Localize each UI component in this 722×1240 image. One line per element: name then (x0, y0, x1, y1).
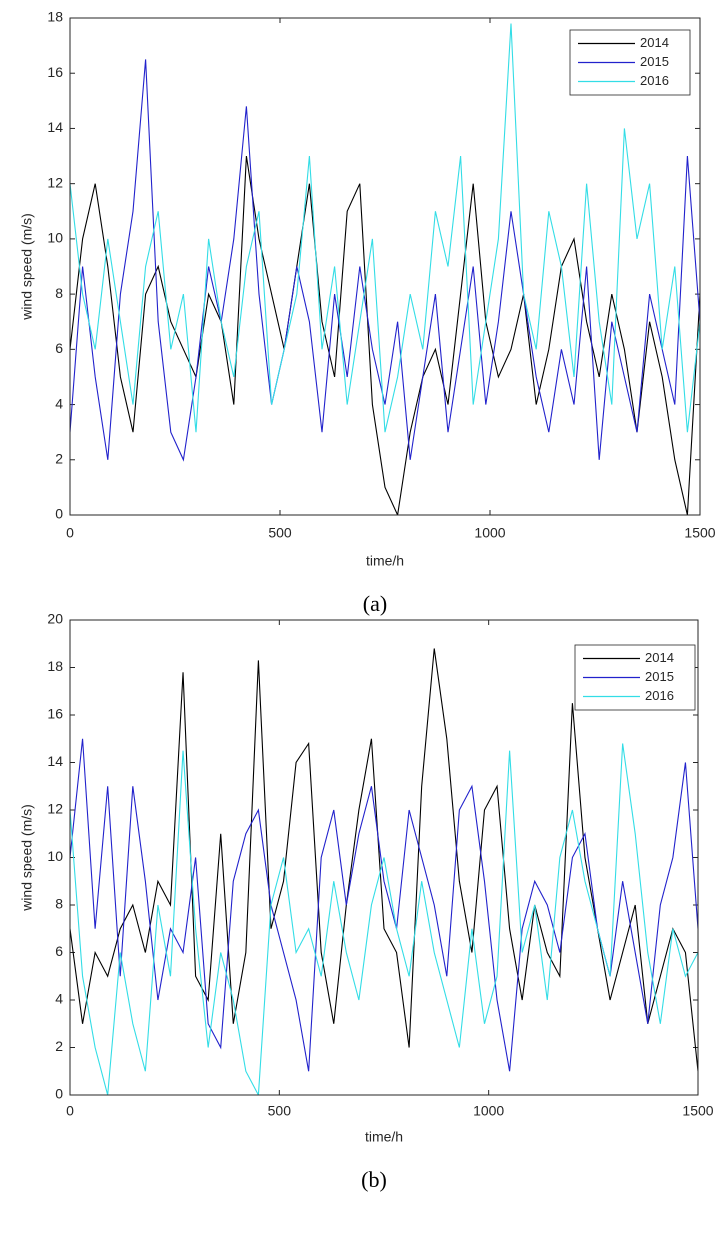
x-tick-label: 0 (66, 1103, 74, 1119)
legend-label: 2015 (640, 54, 669, 69)
y-axis-label: wind speed (m/s) (19, 804, 35, 912)
axes-box (69, 619, 699, 1096)
y-tick-label: 8 (55, 285, 63, 301)
y-tick-label: 10 (47, 848, 63, 864)
y-tick-label: 10 (47, 230, 63, 246)
caption: (a) (363, 591, 387, 616)
y-tick-label: 16 (47, 706, 63, 722)
legend-label: 2016 (645, 688, 674, 703)
y-tick-label: 6 (55, 340, 63, 356)
y-tick-label: 16 (47, 64, 63, 80)
y-tick-label: 14 (47, 753, 63, 769)
y-tick-label: 2 (55, 1038, 63, 1054)
x-axis-label: time/h (365, 1129, 403, 1145)
y-axis-label: wind speed (m/s) (19, 213, 35, 321)
series-line (70, 648, 698, 1072)
series-line (70, 23, 700, 433)
series-line (70, 59, 700, 462)
y-tick-label: 18 (47, 9, 63, 25)
y-tick-label: 6 (55, 943, 63, 959)
series-line (70, 738, 698, 1072)
x-tick-label: 1500 (684, 525, 715, 541)
y-tick-label: 2 (55, 450, 63, 466)
axes-box (69, 17, 701, 516)
x-tick-label: 1500 (682, 1103, 713, 1119)
y-tick-label: 12 (47, 174, 63, 190)
y-tick-label: 12 (47, 801, 63, 817)
x-tick-label: 500 (268, 525, 292, 541)
y-tick-label: 4 (55, 991, 63, 1007)
y-tick-label: 18 (47, 658, 63, 674)
y-tick-label: 4 (55, 395, 63, 411)
x-tick-label: 1000 (473, 1103, 504, 1119)
x-tick-label: 500 (268, 1103, 292, 1119)
legend-label: 2014 (645, 650, 674, 665)
y-tick-label: 14 (47, 119, 63, 135)
legend-label: 2014 (640, 35, 669, 50)
series-line (70, 743, 698, 1095)
legend-label: 2015 (645, 669, 674, 684)
y-tick-label: 0 (55, 506, 63, 522)
y-tick-label: 8 (55, 896, 63, 912)
caption: (b) (361, 1167, 387, 1192)
legend-label: 2016 (640, 73, 669, 88)
y-tick-label: 20 (47, 611, 63, 627)
x-tick-label: 0 (66, 525, 74, 541)
x-axis-label: time/h (366, 553, 404, 569)
x-tick-label: 1000 (474, 525, 505, 541)
y-tick-label: 0 (55, 1086, 63, 1102)
